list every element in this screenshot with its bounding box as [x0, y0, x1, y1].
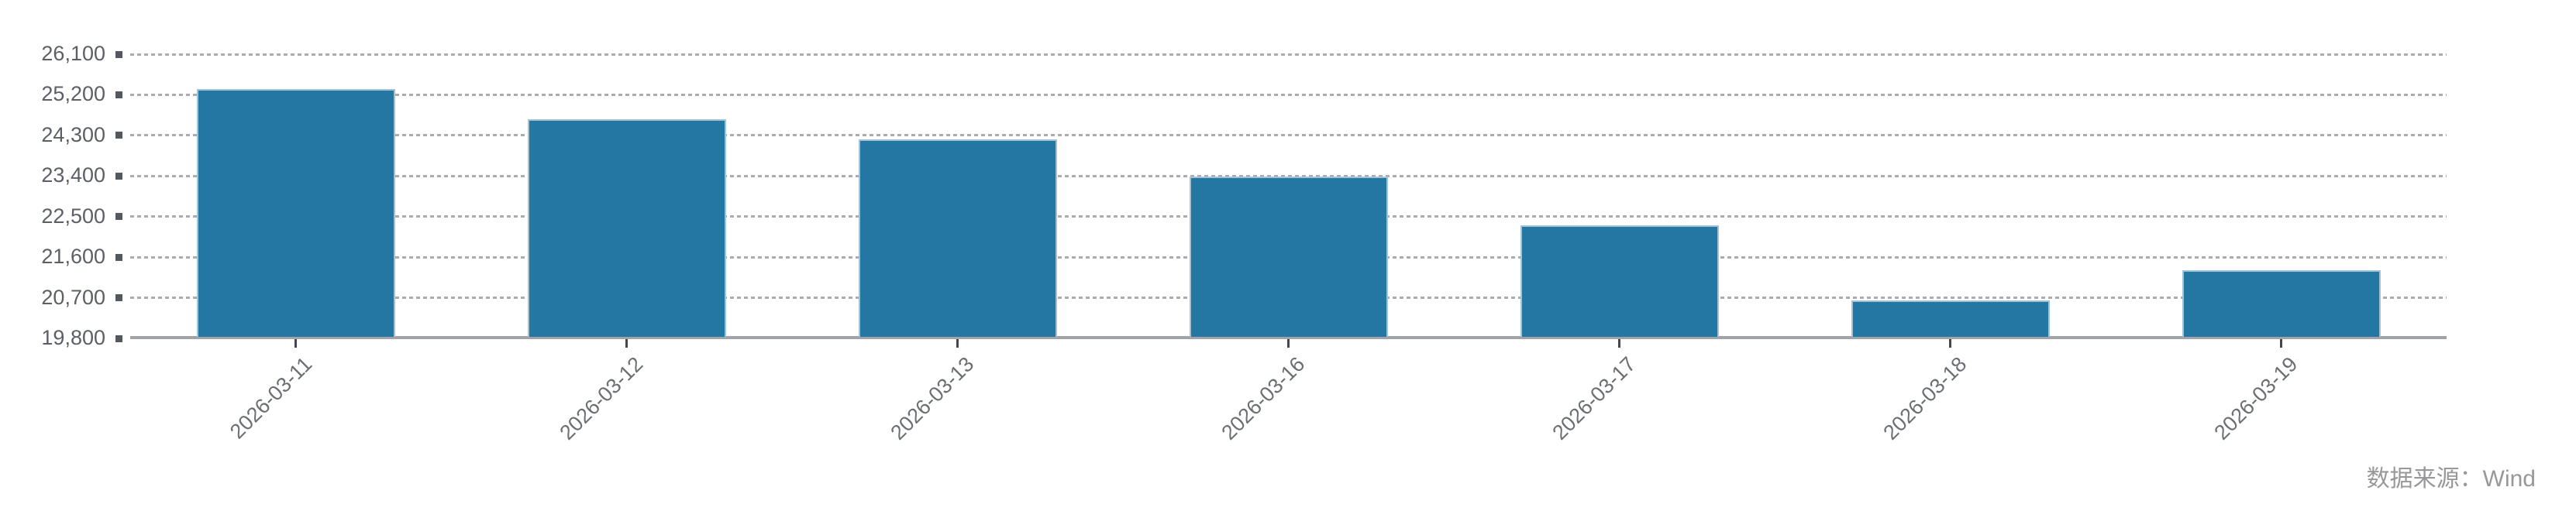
bar[interactable] — [527, 119, 726, 337]
x-axis-tick — [1949, 339, 1951, 348]
y-gridline — [130, 134, 2447, 137]
bar[interactable] — [1520, 225, 1719, 337]
y-gridline — [130, 93, 2447, 96]
x-axis-tick — [1287, 339, 1290, 348]
x-axis-label: 2026-03-17 — [1548, 352, 1641, 444]
x-axis-tick — [956, 339, 959, 348]
y-axis-label: 24,300 — [41, 122, 105, 146]
x-axis-label: 2026-03-12 — [555, 352, 648, 444]
x-axis-label: 2026-03-11 — [226, 352, 317, 444]
y-axis-tick — [115, 213, 122, 221]
y-axis-tick — [115, 294, 122, 302]
y-axis-tick — [115, 91, 122, 98]
x-axis-label: 2026-03-16 — [1217, 352, 1310, 444]
y-axis-tick — [115, 132, 122, 139]
y-axis-label: 25,200 — [41, 82, 105, 106]
x-axis-tick — [1618, 339, 1620, 348]
y-axis-tick — [115, 334, 122, 342]
y-gridline — [130, 174, 2447, 177]
x-axis-label: 2026-03-13 — [886, 352, 979, 444]
bar[interactable] — [1851, 300, 2050, 337]
y-axis-tick — [115, 253, 122, 261]
x-axis-label: 2026-03-19 — [2209, 352, 2302, 444]
x-axis-tick — [625, 339, 628, 348]
y-axis-label: 21,600 — [41, 245, 105, 269]
y-axis-tick — [115, 50, 122, 58]
x-axis-line — [130, 336, 2447, 339]
y-axis-label: 23,400 — [41, 163, 105, 187]
y-gridline — [130, 53, 2447, 56]
x-axis-label: 2026-03-18 — [1879, 352, 1972, 444]
bar[interactable] — [196, 89, 395, 337]
data-source-label: 数据来源：Wind — [2366, 466, 2536, 492]
y-axis-label: 20,700 — [41, 285, 105, 309]
y-axis-label: 19,800 — [41, 326, 105, 349]
y-axis-tick — [115, 172, 122, 180]
x-axis-tick — [2280, 339, 2282, 348]
bar[interactable] — [2182, 269, 2381, 337]
bar[interactable] — [858, 139, 1057, 337]
y-axis-label: 26,100 — [41, 42, 105, 65]
bar[interactable] — [1189, 177, 1388, 337]
x-axis-tick — [294, 339, 297, 348]
y-axis-label: 22,500 — [41, 204, 105, 228]
